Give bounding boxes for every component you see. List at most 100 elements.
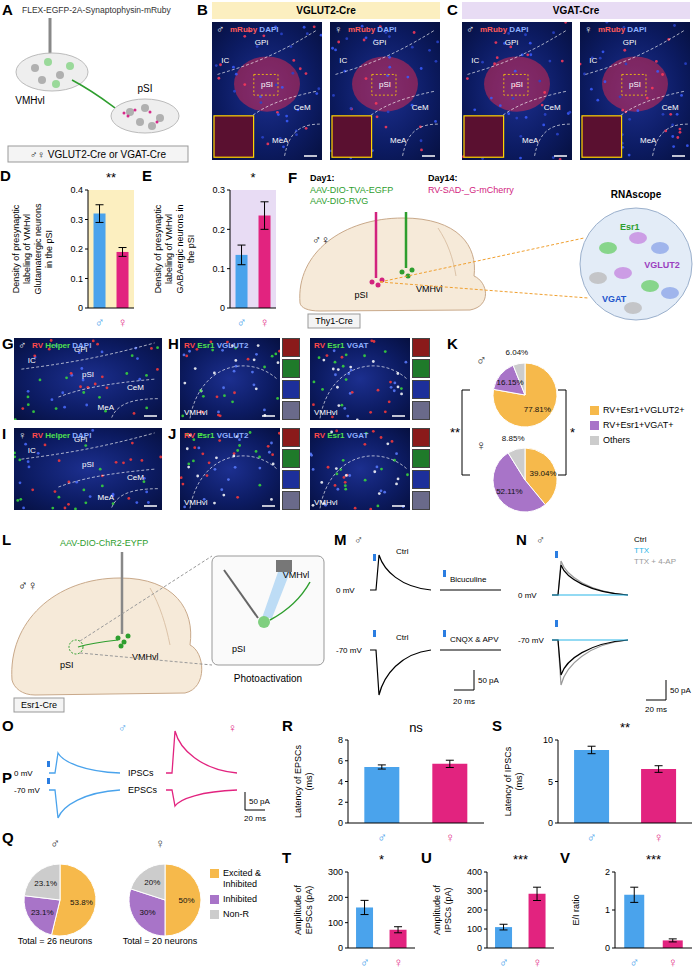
- svg-text:-70 mV: -70 mV: [336, 646, 362, 655]
- svg-text:0: 0: [220, 303, 225, 313]
- svg-text:pSI: pSI: [379, 80, 391, 89]
- svg-text:CNQX & APV: CNQX & APV: [450, 635, 499, 644]
- svg-text:20 ms: 20 ms: [645, 705, 667, 714]
- svg-text:30%: 30%: [140, 908, 156, 917]
- svg-text:Density of presynapticlabeling: Density of presynapticlabeling of VMHvlG…: [11, 203, 54, 295]
- svg-text:TTX: TTX: [634, 546, 650, 555]
- svg-text:♀: ♀: [445, 830, 455, 845]
- svg-text:E/I ratio: E/I ratio: [571, 894, 581, 925]
- svg-text:VGLUT2: VGLUT2: [644, 260, 680, 270]
- svg-text:pSI: pSI: [511, 80, 523, 89]
- svg-text:RV Esr1 VGLUT2: RV Esr1 VGLUT2: [184, 341, 249, 350]
- svg-text:Photoactivation: Photoactivation: [234, 673, 302, 684]
- svg-text:Ctrl: Ctrl: [396, 547, 409, 556]
- svg-text:♂: ♂: [216, 23, 224, 35]
- svg-text:0.1: 0.1: [70, 274, 83, 284]
- svg-text:♀: ♀: [654, 830, 664, 845]
- svg-text:♂: ♂: [587, 830, 597, 845]
- svg-text:♂: ♂: [360, 955, 370, 970]
- svg-text:♂: ♂: [536, 533, 545, 547]
- svg-text:♀: ♀: [18, 429, 26, 441]
- svg-text:200: 200: [467, 905, 482, 915]
- svg-text:MeA: MeA: [98, 493, 115, 502]
- svg-text:IC: IC: [28, 446, 36, 455]
- svg-text:♂: ♂: [466, 23, 474, 35]
- svg-text:23.1%: 23.1%: [31, 908, 54, 917]
- svg-text:CeM: CeM: [127, 383, 144, 392]
- svg-text:Esr1: Esr1: [620, 222, 640, 232]
- svg-text:RV Esr1 VGAT: RV Esr1 VGAT: [314, 431, 369, 440]
- svg-text:300: 300: [328, 867, 343, 877]
- svg-text:20 ms: 20 ms: [453, 697, 475, 706]
- svg-text:GPi: GPi: [255, 38, 269, 47]
- svg-text:VMHvl: VMHvl: [283, 570, 310, 580]
- svg-text:4: 4: [338, 777, 343, 787]
- svg-text:0: 0: [338, 818, 343, 828]
- svg-text:16.15%: 16.15%: [497, 378, 524, 387]
- svg-text:♂: ♂: [237, 315, 247, 330]
- svg-text:AAV-DIO-RVG: AAV-DIO-RVG: [310, 196, 368, 206]
- svg-text:Ctrl: Ctrl: [396, 633, 409, 642]
- svg-text:pSI: pSI: [232, 644, 246, 654]
- svg-text:8: 8: [338, 735, 343, 745]
- svg-text:**: **: [450, 425, 460, 440]
- svg-text:pSI: pSI: [629, 80, 641, 89]
- svg-text:2: 2: [605, 867, 610, 877]
- svg-text:6: 6: [338, 756, 343, 766]
- svg-text:MeA: MeA: [390, 136, 407, 145]
- svg-text:50 pA: 50 pA: [249, 797, 271, 806]
- svg-text:0 mV: 0 mV: [518, 591, 537, 600]
- svg-text:0.1: 0.1: [212, 264, 225, 274]
- svg-text:VMHvl: VMHvl: [184, 498, 208, 507]
- svg-text:VGAT: VGAT: [602, 294, 627, 304]
- svg-text:♂: ♂: [18, 339, 26, 351]
- svg-text:MeA: MeA: [640, 136, 657, 145]
- svg-text:RV-SAD-_G-mCherry: RV-SAD-_G-mCherry: [428, 185, 514, 195]
- svg-text:Day14:: Day14:: [428, 173, 458, 183]
- svg-text:♂♀: ♂♀: [312, 233, 330, 247]
- svg-text:MeA: MeA: [98, 403, 115, 412]
- svg-text:RV Esr1 VGAT: RV Esr1 VGAT: [314, 341, 369, 350]
- svg-text:200: 200: [328, 893, 343, 903]
- svg-text:53.8%: 53.8%: [70, 898, 93, 907]
- svg-text:♀: ♀: [393, 955, 403, 970]
- svg-text:0.4: 0.4: [70, 185, 83, 195]
- svg-text:FLEX-EGFP-2A-Synaptophysin-mRu: FLEX-EGFP-2A-Synaptophysin-mRuby: [22, 5, 172, 15]
- svg-text:RNAscope: RNAscope: [611, 189, 662, 200]
- svg-text:0: 0: [605, 943, 610, 953]
- svg-text:VMHvl: VMHvl: [132, 652, 159, 662]
- svg-text:Latency of IPSCs(ms): Latency of IPSCs(ms): [503, 746, 524, 816]
- svg-text:-70 mV: -70 mV: [518, 636, 544, 645]
- svg-text:♀: ♀: [118, 315, 128, 330]
- svg-text:♀: ♀: [260, 315, 270, 330]
- svg-text:IC: IC: [471, 56, 479, 65]
- svg-text:77.81%: 77.81%: [524, 405, 551, 414]
- svg-text:50 pA: 50 pA: [478, 676, 500, 685]
- svg-text:5: 5: [548, 777, 553, 787]
- svg-text:♂: ♂: [499, 955, 509, 970]
- svg-text:♂♀ VGLUT2-Cre or VGAT-Cre: ♂♀ VGLUT2-Cre or VGAT-Cre: [30, 149, 166, 160]
- svg-text:6.04%: 6.04%: [506, 348, 529, 357]
- svg-text:0.3: 0.3: [70, 215, 83, 225]
- svg-text:Amplitude ofEPSCs (pA): Amplitude ofEPSCs (pA): [293, 884, 314, 935]
- svg-text:0: 0: [338, 943, 343, 953]
- svg-text:Thy1-Cre: Thy1-Cre: [315, 316, 353, 326]
- svg-text:pSI: pSI: [137, 83, 152, 94]
- svg-text:pSI: pSI: [82, 460, 94, 469]
- svg-text:CeM: CeM: [294, 103, 311, 112]
- svg-text:Latency of EPSCs(ms): Latency of EPSCs(ms): [293, 744, 314, 818]
- svg-text:1: 1: [605, 905, 610, 915]
- svg-text:MeA: MeA: [522, 136, 539, 145]
- svg-text:CeM: CeM: [662, 103, 679, 112]
- svg-text:pSI: pSI: [82, 370, 94, 379]
- svg-text:IC: IC: [339, 56, 347, 65]
- svg-text:50 pA: 50 pA: [670, 686, 692, 695]
- svg-text:pSI: pSI: [60, 660, 74, 670]
- svg-text:39.04%: 39.04%: [530, 469, 557, 478]
- svg-text:100: 100: [467, 924, 482, 934]
- svg-text:RV Esr1 VGLUT2: RV Esr1 VGLUT2: [184, 431, 249, 440]
- svg-text:0.3: 0.3: [212, 185, 225, 195]
- svg-text:52.11%: 52.11%: [496, 487, 523, 496]
- svg-text:mRuby DAPI: mRuby DAPI: [598, 25, 646, 34]
- svg-text:pSI: pSI: [354, 290, 368, 300]
